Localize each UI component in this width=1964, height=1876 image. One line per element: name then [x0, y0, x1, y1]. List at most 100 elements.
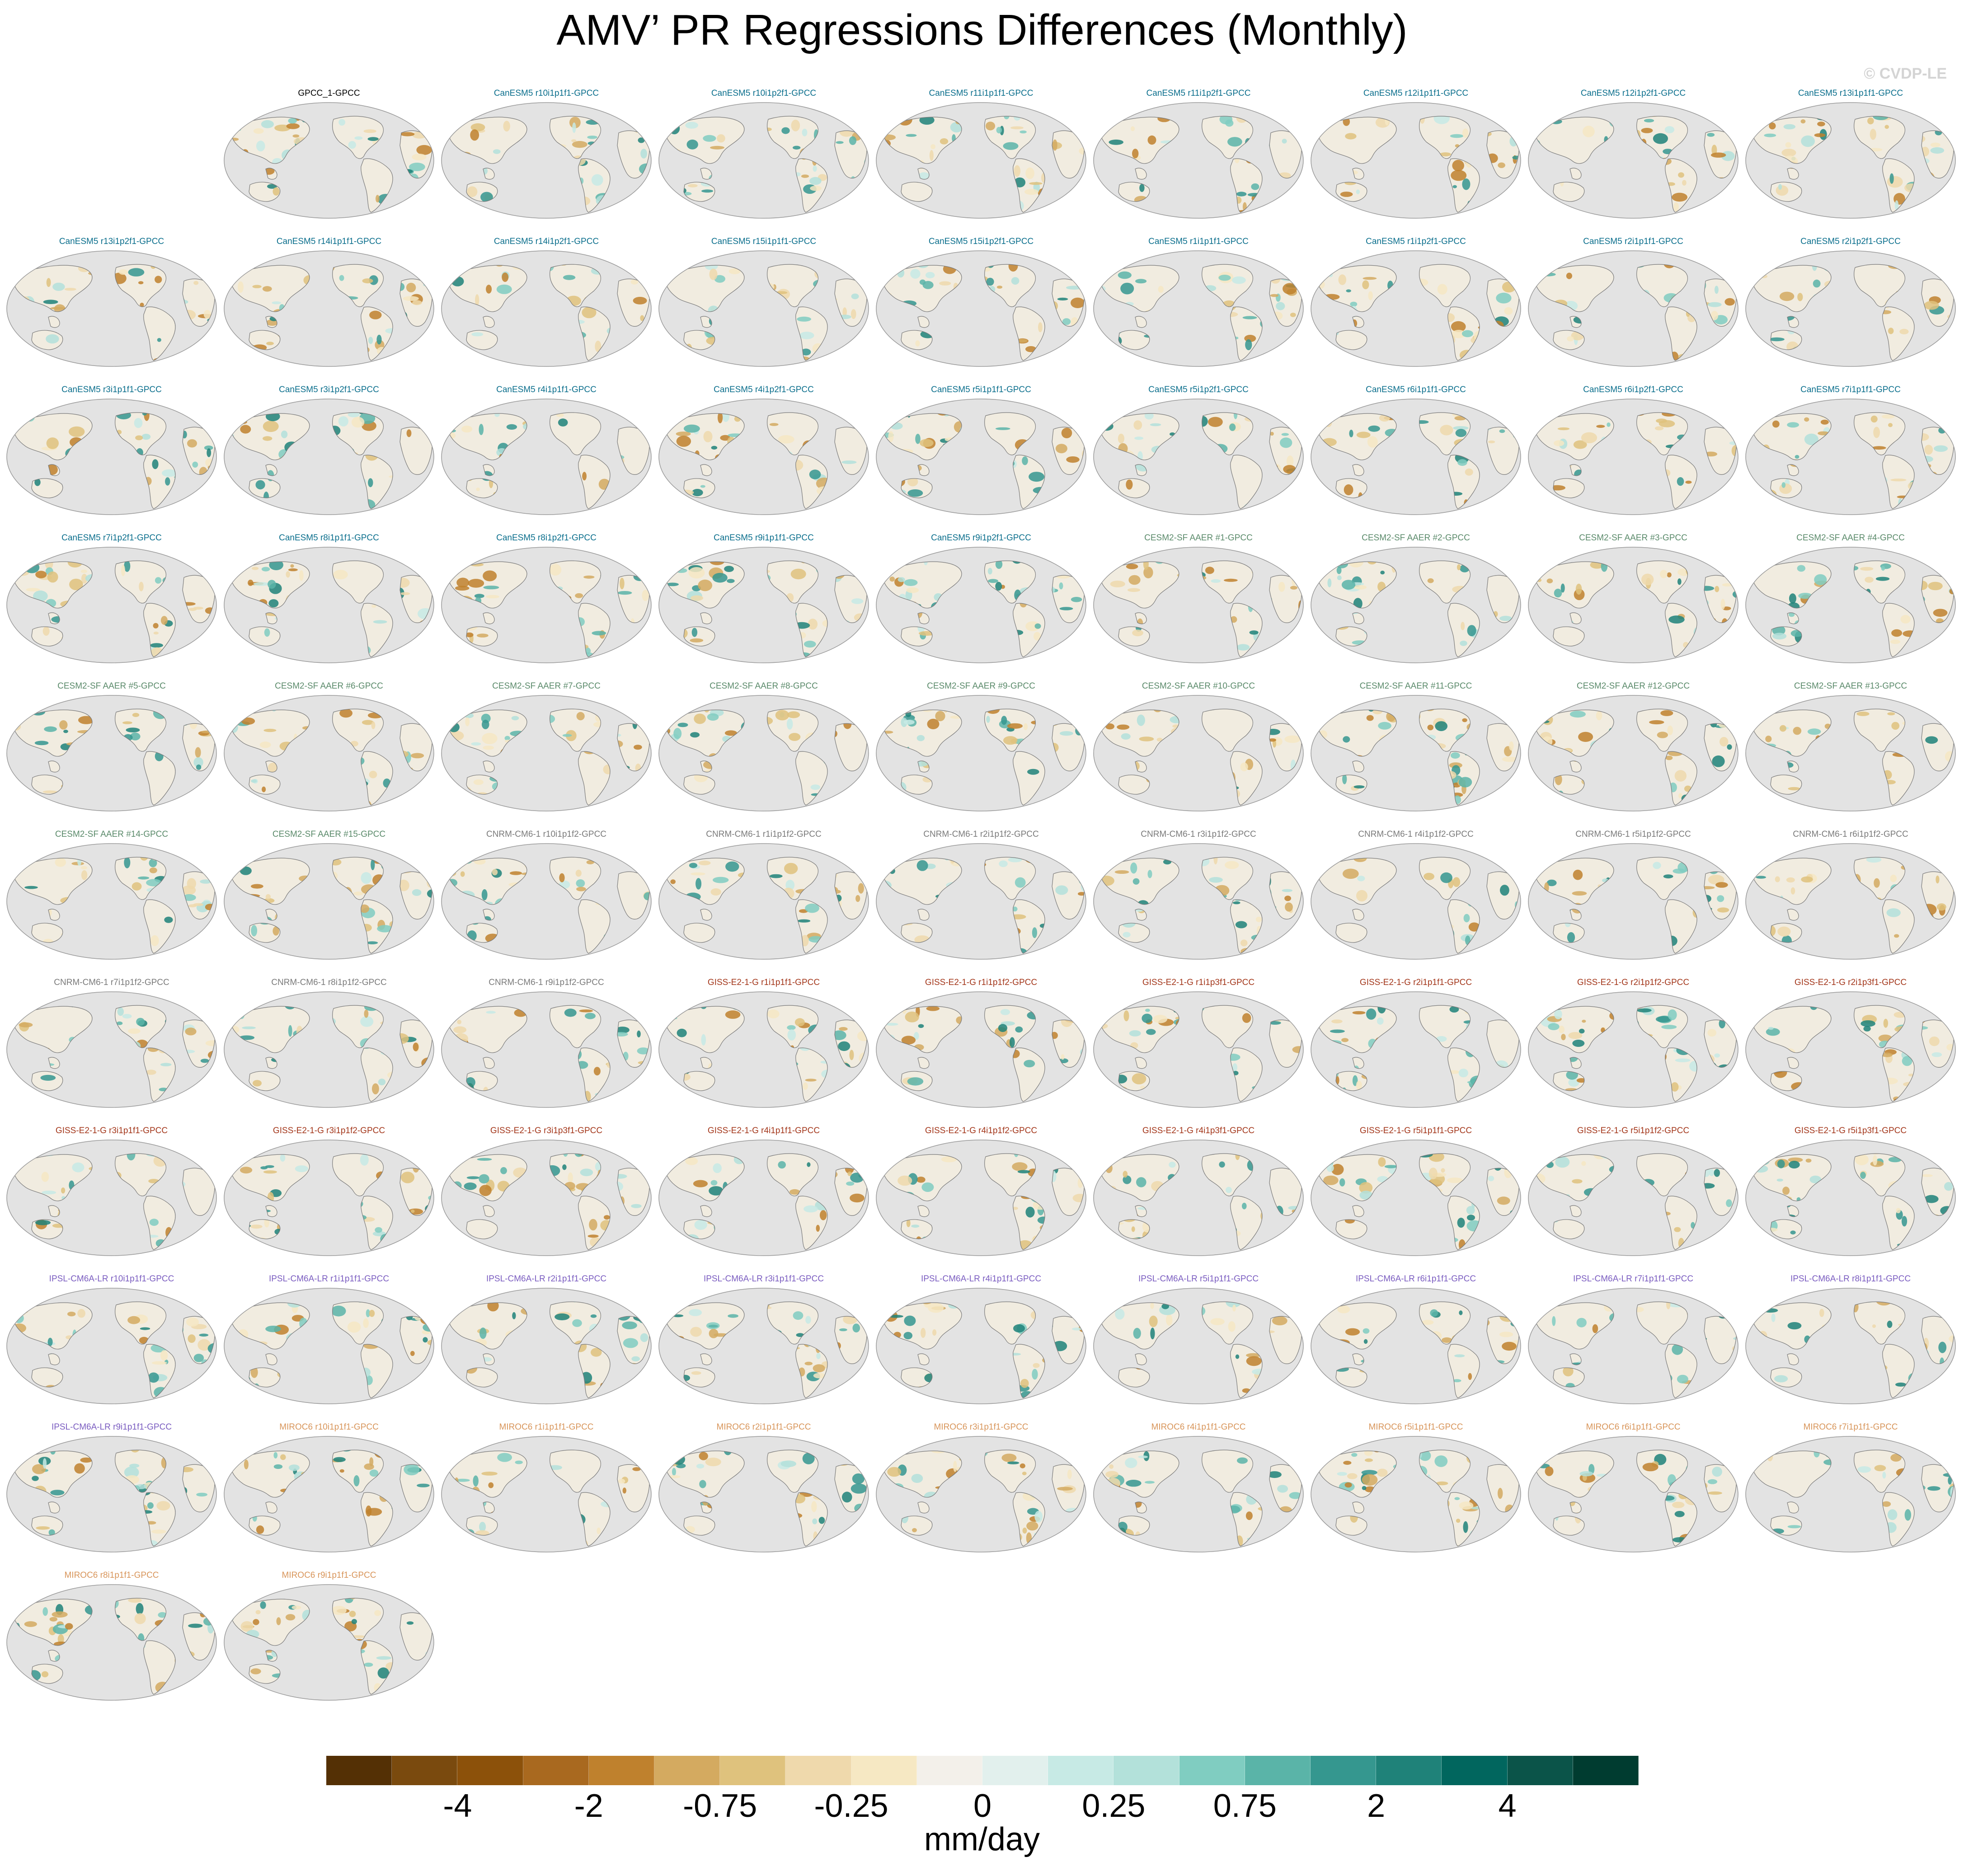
land-region — [32, 1071, 63, 1091]
panel-title: CNRM-CM6-1 r10i1p1f2-GPCC — [486, 830, 607, 839]
colorbar-box — [1311, 1756, 1377, 1785]
land-region — [795, 1492, 827, 1546]
world-map — [876, 991, 1086, 1108]
land-region — [1013, 1196, 1045, 1250]
coastline — [1770, 1219, 1802, 1239]
coastline — [143, 1196, 176, 1250]
map-panel: CNRM-CM6-1 r7i1p1f2-GPCC — [5, 978, 218, 1113]
coastline — [1636, 1153, 1688, 1196]
coastline — [143, 899, 176, 954]
coastline — [883, 561, 962, 609]
coastline — [31, 1367, 63, 1388]
panel-title: CanESM5 r13i1p2f1-GPCC — [59, 237, 164, 246]
land-region — [1419, 1005, 1471, 1048]
land-region — [665, 1303, 744, 1349]
land-region — [1202, 264, 1253, 307]
coastline — [361, 455, 393, 509]
map-panel: GISS-E2-1-G r2i1p3f1-GPCC — [1744, 978, 1957, 1113]
coastline — [917, 1353, 930, 1365]
panel-title: CNRM-CM6-1 r1i1p1f2-GPCC — [706, 830, 822, 839]
land-region — [361, 455, 393, 509]
land-region — [1752, 1451, 1831, 1497]
panel-title: GISS-E2-1-G r3i1p1f1-GPCC — [55, 1126, 168, 1135]
coastline — [1553, 626, 1585, 647]
coastline — [1752, 1302, 1832, 1350]
coastline — [578, 158, 611, 213]
land-region — [578, 307, 610, 361]
panel-title: MIROC6 r3i1p1f1-GPCC — [934, 1422, 1029, 1432]
coastline — [13, 1450, 93, 1498]
coastline — [984, 1005, 1036, 1048]
coastline — [1100, 117, 1179, 164]
coastline — [665, 265, 745, 312]
coastline — [683, 1367, 715, 1388]
land-region — [1535, 1154, 1614, 1201]
world-map — [1093, 843, 1304, 960]
coastline — [1419, 1301, 1471, 1345]
coastline — [917, 464, 930, 476]
coastline — [1352, 612, 1364, 624]
coastline — [901, 478, 933, 498]
panel-title: CESM2-SF AAER #3-GPCC — [1579, 533, 1687, 543]
land-region — [1013, 1048, 1045, 1102]
land-region — [400, 1464, 432, 1512]
land-region — [143, 1048, 175, 1102]
coastline — [683, 1071, 715, 1091]
map-border — [441, 1140, 652, 1256]
coastline — [265, 909, 277, 921]
coastline — [361, 1196, 393, 1250]
coastline — [700, 612, 712, 624]
coastline — [31, 1071, 63, 1091]
coastline — [361, 1047, 393, 1102]
land-region — [1269, 427, 1302, 475]
land-region — [361, 603, 393, 657]
map-border — [1311, 250, 1521, 367]
land-region — [1752, 1154, 1831, 1201]
map-border — [1311, 1288, 1521, 1404]
land-region — [883, 117, 962, 164]
land-region — [1704, 723, 1737, 771]
land-region — [617, 1168, 650, 1216]
land-region — [984, 857, 1036, 900]
coastline — [1882, 751, 1915, 806]
map-panel: GISS-E2-1-G r4i1p1f1-GPCC — [658, 1126, 870, 1262]
coastline — [1787, 1501, 1799, 1514]
land-region — [1269, 131, 1302, 178]
panel-title: MIROC6 r1i1p1f1-GPCC — [499, 1422, 594, 1432]
coastline — [1118, 1367, 1150, 1388]
world-map — [1093, 547, 1304, 663]
land-region — [578, 455, 610, 509]
map-panel: CanESM5 r8i1p2f1-GPCC — [440, 533, 653, 669]
coastline — [13, 858, 93, 905]
map-panel: CanESM5 r8i1p1f1-GPCC — [223, 533, 435, 669]
land-region — [1336, 1516, 1367, 1535]
land-region — [1787, 1354, 1799, 1365]
panel-title: CESM2-SF AAER #8-GPCC — [709, 681, 818, 691]
coastline — [665, 413, 745, 460]
coastline — [1230, 1196, 1263, 1250]
coastline — [265, 1057, 277, 1069]
land-region — [1487, 1464, 1519, 1512]
coastline — [483, 760, 495, 773]
coastline — [1752, 1006, 1832, 1053]
map-panel: GISS-E2-1-G r4i1p1f2-GPCC — [875, 1126, 1087, 1262]
land-region — [883, 265, 962, 312]
coastline — [483, 464, 495, 476]
coastline — [1202, 264, 1253, 307]
coastline — [1770, 182, 1802, 202]
coastline — [1787, 612, 1799, 624]
land-region — [795, 603, 827, 657]
world-map — [1311, 991, 1521, 1108]
coastline — [1447, 1492, 1480, 1547]
world-map — [6, 547, 217, 663]
colorbar-box — [1376, 1756, 1442, 1785]
world-map — [1528, 102, 1738, 219]
world-map — [224, 695, 434, 811]
coastline — [31, 1219, 63, 1239]
land-region — [1535, 413, 1614, 460]
land-region — [1135, 1057, 1147, 1069]
panel-title: CESM2-SF AAER #5-GPCC — [57, 681, 166, 691]
land-region — [1118, 330, 1150, 350]
coastline — [265, 612, 277, 624]
map-border — [1528, 250, 1738, 367]
